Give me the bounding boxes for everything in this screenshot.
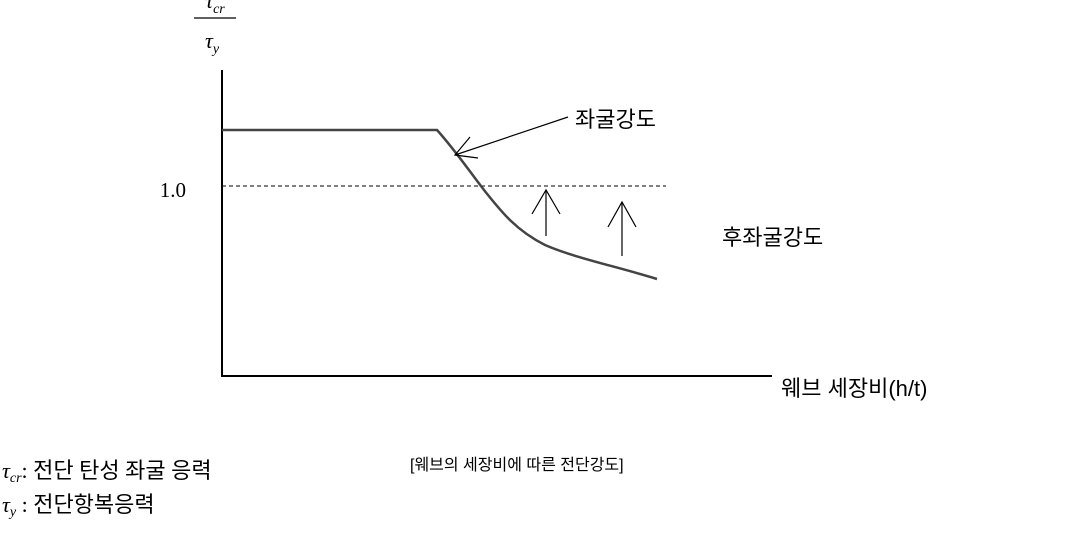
caption: [웨브의 세장비에 따른 전단강도] — [410, 456, 624, 474]
reference-label: 1.0 — [160, 178, 186, 202]
subscript: y — [211, 42, 220, 57]
buckling-label: 좌굴강도 — [575, 107, 656, 132]
symbol: τ — [205, 28, 214, 53]
arrow-head — [607, 200, 637, 228]
arrow-head — [453, 136, 479, 159]
subscript: cr — [213, 2, 225, 17]
subscript: cr — [10, 471, 22, 486]
legend-entry: τcr: 전단 탄성 좌굴 응력 — [2, 458, 212, 486]
post-buckling-label: 후좌굴강도 — [722, 225, 823, 250]
strength-curve — [222, 128, 658, 281]
symbol: τ — [2, 458, 11, 483]
legend-text: : 전단 탄성 좌굴 응력 — [22, 458, 212, 483]
symbol: τ — [2, 492, 11, 517]
y-label-denominator: τy — [205, 28, 220, 57]
x-axis-label: 웨브 세장비(h/t) — [781, 376, 927, 401]
legend-entry: τy : 전단항복응력 — [2, 492, 155, 520]
annotation-arrow — [454, 116, 569, 156]
legend-text: : 전단항복응력 — [16, 492, 155, 517]
arrow-head — [531, 188, 561, 215]
subscript: y — [8, 505, 17, 520]
y-label-numerator: τcr — [205, 0, 225, 17]
symbol: τ — [205, 0, 214, 13]
